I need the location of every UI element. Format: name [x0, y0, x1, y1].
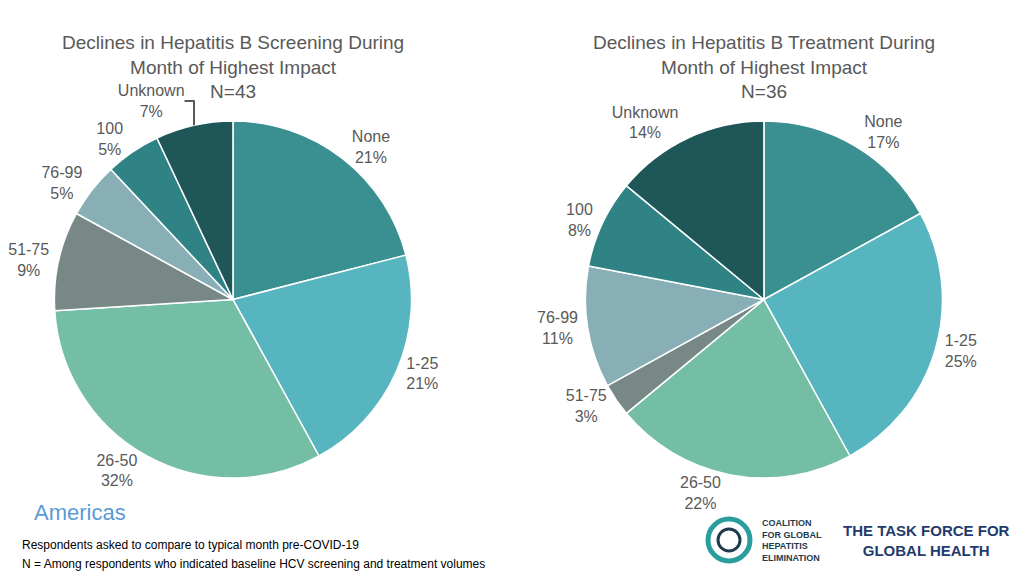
- svg-text:1008%: 1008%: [566, 201, 593, 239]
- svg-text:1-2521%: 1-2521%: [406, 355, 438, 393]
- svg-text:76-995%: 76-995%: [41, 164, 82, 202]
- svg-text:76-9911%: 76-9911%: [537, 309, 578, 347]
- svg-text:51-753%: 51-753%: [566, 387, 607, 425]
- svg-text:51-759%: 51-759%: [8, 241, 49, 279]
- svg-text:1005%: 1005%: [96, 120, 123, 158]
- svg-text:Declines in Hepatitis B Treatm: Declines in Hepatitis B Treatment During…: [593, 32, 935, 102]
- svg-text:Respondents asked to compare t: Respondents asked to compare to typical …: [22, 538, 359, 552]
- svg-text:Declines in Hepatitis B Screen: Declines in Hepatitis B Screening During…: [62, 32, 404, 102]
- svg-text:Americas: Americas: [34, 500, 126, 525]
- svg-text:THE TASK FORCE FORGLOBAL HEALT: THE TASK FORCE FORGLOBAL HEALTH: [843, 522, 1010, 559]
- svg-text:26-5032%: 26-5032%: [96, 452, 137, 490]
- svg-text:Unknown7%: Unknown7%: [118, 82, 185, 120]
- svg-text:None21%: None21%: [352, 128, 390, 166]
- svg-text:Unknown14%: Unknown14%: [612, 104, 679, 142]
- svg-text:N = Among respondents who indi: N = Among respondents who indicated base…: [22, 557, 485, 571]
- svg-text:None17%: None17%: [864, 113, 902, 151]
- svg-text:26-5022%: 26-5022%: [680, 474, 721, 512]
- svg-text:1-2525%: 1-2525%: [945, 332, 977, 370]
- svg-text:COALITIONFOR GLOBALHEPATITISEL: COALITIONFOR GLOBALHEPATITISELIMINATION: [762, 518, 822, 563]
